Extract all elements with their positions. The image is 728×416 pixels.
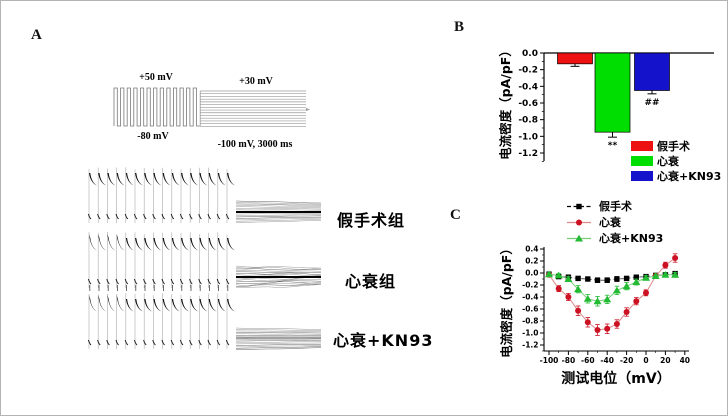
svg-text:-80: -80 <box>562 356 576 365</box>
voltage-protocol-diagram: +50 mV +30 mV -80 mV -100 mV, 3000 ms <box>113 72 310 150</box>
svg-text:-80 mV: -80 mV <box>137 131 169 142</box>
legend-item-sham: 假手术 <box>631 138 721 153</box>
svg-text:+30 mV: +30 mV <box>239 76 274 87</box>
svg-text:-0.2: -0.2 <box>518 66 538 76</box>
svg-text:-0.6: -0.6 <box>518 99 538 109</box>
svg-text:-100 mV, 3000 ms: -100 mV, 3000 ms <box>218 139 293 150</box>
svg-text:-100: -100 <box>540 356 559 365</box>
svg-text:-0.8: -0.8 <box>518 116 538 126</box>
svg-text:-20: -20 <box>620 356 634 365</box>
heart-failure-color-swatch <box>631 155 653 166</box>
legend-item-sham: 假手术 <box>565 198 663 214</box>
svg-text:-1.0: -1.0 <box>522 329 538 338</box>
legend-item-heart-failure-kn93: 心衰+KN93 <box>565 230 663 246</box>
svg-text:0.0: 0.0 <box>525 269 538 278</box>
circle-marker-icon <box>567 219 591 225</box>
panel-c-label: C <box>450 207 461 223</box>
heart-failure-kn93-color-swatch <box>631 170 653 181</box>
legend-label: 心衰+KN93 <box>599 232 664 245</box>
trace-label-heart-failure: 心衰组 <box>345 272 397 291</box>
svg-text:20: 20 <box>660 356 670 365</box>
legend-label: 假手术 <box>599 200 632 213</box>
trace-label-sham: 假手术组 <box>337 211 406 230</box>
panel-c-legend: 假手术 心衰 心衰+KN93 <box>565 198 663 246</box>
triangle-marker-icon <box>567 234 591 241</box>
iv-curve-chart: 0.4 0.2 0.0 -0.2 -0.4 -0.6 -0.8 -1.0 -1.2-100 -80… <box>522 245 690 365</box>
svg-text:-1.0: -1.0 <box>518 132 538 142</box>
legend-label: 心衰 <box>657 154 679 168</box>
legend-item-heart-failure: 心衰 <box>565 214 663 230</box>
svg-text:40: 40 <box>680 356 690 365</box>
legend-label: 假手术 <box>657 139 690 153</box>
panel-c-x-axis-title: 测试电位（mV） <box>561 371 671 387</box>
legend-label: 心衰+KN93 <box>657 169 722 183</box>
svg-text:-0.6: -0.6 <box>522 305 538 314</box>
bar-chart-current-density: 0.0 -0.2 -0.4 -0.6 -0.8 -1.0 -1.2 ** ## <box>518 49 714 162</box>
panel-b-legend: 假手术 心衰 心衰+KN93 <box>631 138 721 183</box>
legend-label: 心衰 <box>599 216 621 229</box>
svg-text:0: 0 <box>643 356 648 365</box>
svg-text:-0.8: -0.8 <box>522 317 538 326</box>
legend-item-heart-failure: 心衰 <box>631 153 721 168</box>
svg-text:**: ** <box>608 141 618 151</box>
legend-item-heart-failure-kn93: 心衰+KN93 <box>631 168 721 183</box>
svg-text:-0.4: -0.4 <box>522 293 538 302</box>
svg-text:0.0: 0.0 <box>522 49 538 59</box>
svg-text:-1.2: -1.2 <box>518 149 538 159</box>
svg-text:-1.2: -1.2 <box>522 341 538 350</box>
trace-label-heart-failure-kn93: 心衰+KN93 <box>333 331 434 350</box>
svg-text:0.2: 0.2 <box>525 257 538 266</box>
svg-text:-40: -40 <box>600 356 614 365</box>
square-marker-icon <box>567 203 591 209</box>
svg-text:+50 mV: +50 mV <box>139 72 174 83</box>
svg-text:-0.2: -0.2 <box>522 281 538 290</box>
svg-text:0.4: 0.4 <box>525 245 538 254</box>
svg-text:##: ## <box>644 98 659 108</box>
sham-color-swatch <box>631 140 653 151</box>
svg-text:-60: -60 <box>581 356 595 365</box>
svg-text:-0.4: -0.4 <box>518 82 538 92</box>
current-traces <box>87 167 322 350</box>
panel-b-label: B <box>454 19 465 35</box>
panel-a-label: A <box>31 27 42 43</box>
